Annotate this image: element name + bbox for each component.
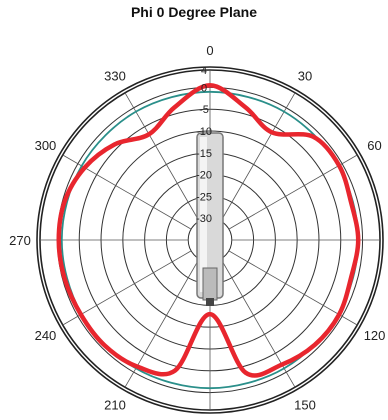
angle-tick-label: 210 [104,398,126,413]
angle-tick-label: 300 [35,138,57,153]
radial-tick-label: -25 [196,191,212,203]
angle-tick-label: 0 [206,43,213,58]
grid-spoke [124,92,200,222]
angle-tick-labels: 0306090120150180210240270300330 [9,43,386,413]
series-line-red [56,83,361,378]
angle-tick-label: 330 [104,68,126,83]
angle-tick-label: 30 [298,68,312,83]
angle-tick-label: 270 [9,233,31,248]
grid-spoke [62,250,192,326]
angle-tick-label: 120 [364,328,386,343]
radial-tick-labels: 4 0 -5 -10 -15 -20 -25 -30 [196,65,212,225]
grid-spoke [228,154,358,230]
radial-tick-label: -5 [199,104,209,116]
radial-tick-label: 4 [201,65,207,77]
series-layer [56,83,361,390]
chart-title: Phi 0 Degree Plane [130,4,258,20]
angle-tick-label: 240 [35,328,57,343]
radial-tick-label: -10 [196,126,212,138]
radial-tick-label: -15 [196,148,212,160]
grid-spoke [228,250,358,326]
antenna-image [196,132,224,306]
radial-tick-label: -20 [196,170,212,182]
grid-spoke [220,92,296,222]
outer-ring [36,66,384,414]
radial-tick-label: -30 [196,213,212,225]
angle-tick-label: 60 [367,138,381,153]
angle-tick-label: 150 [294,398,316,413]
radial-tick-label: 0 [201,82,207,94]
